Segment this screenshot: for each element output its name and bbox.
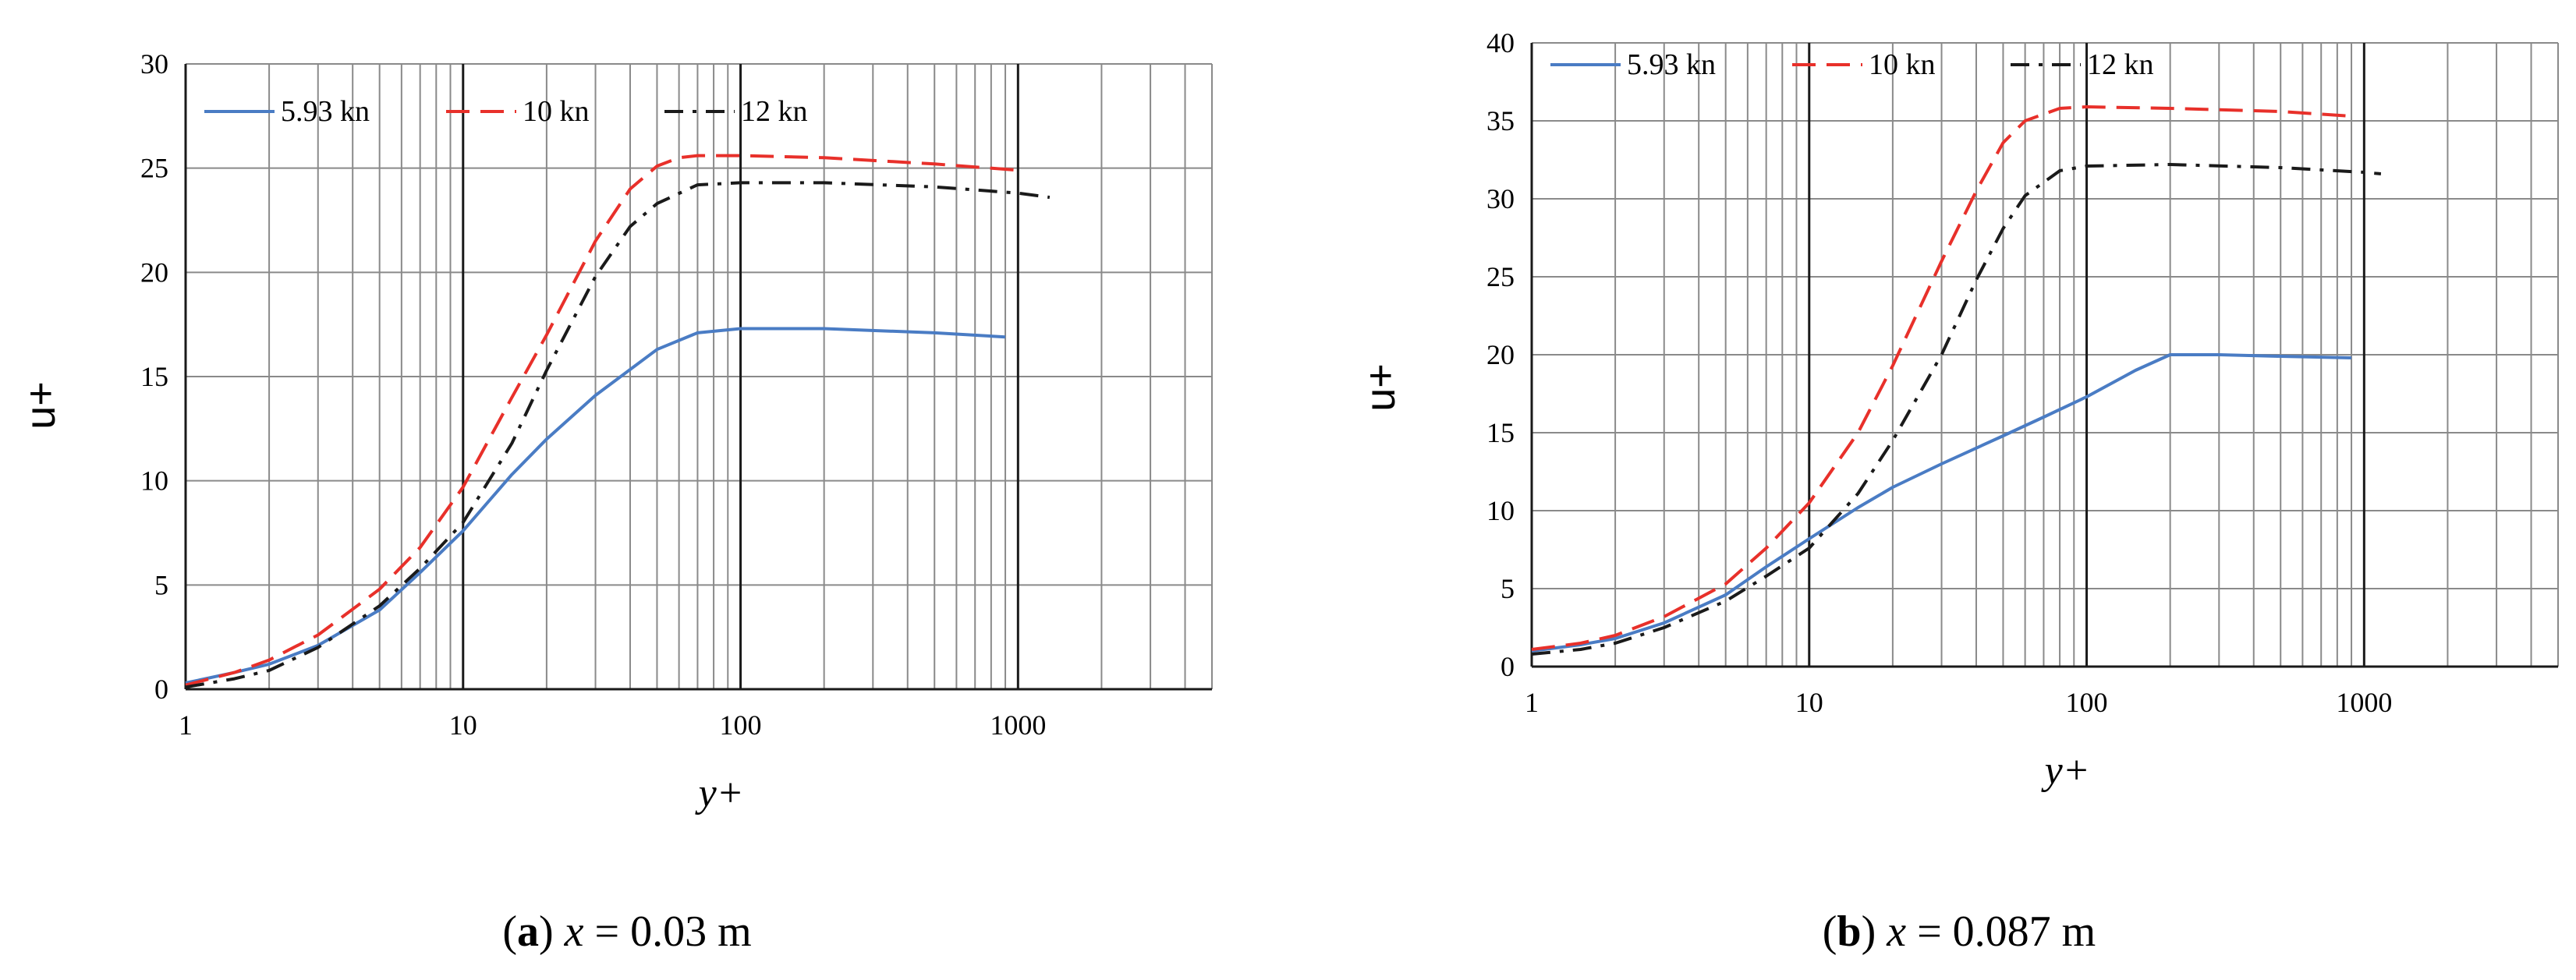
y-tick-label: 10 <box>140 465 168 497</box>
y-tick-label: 30 <box>140 48 168 80</box>
legend-label: 10 kn <box>1869 48 1936 81</box>
y-axis-label: u+ <box>1357 363 1404 412</box>
legend: 5.93 kn 10 kn 12 kn <box>1550 48 2154 81</box>
legend-label: 12 kn <box>2087 48 2154 81</box>
x-tick-label: 10 <box>1795 687 1823 718</box>
y-tick-label: 35 <box>1486 105 1515 136</box>
legend-label: 5.93 kn <box>1627 48 1716 81</box>
y-axis-label: u+ <box>17 381 64 430</box>
y-tick-label: 5 <box>154 569 168 600</box>
x-axis-label: y+ <box>2041 748 2090 793</box>
legend-label: 10 kn <box>523 95 590 128</box>
legend-label: 5.93 kn <box>281 95 370 128</box>
y-tick-label: 10 <box>1486 495 1515 526</box>
y-tick-label: 25 <box>1486 261 1515 292</box>
x-axis-label: y+ <box>695 771 744 815</box>
x-tick-label: 1000 <box>2336 687 2392 718</box>
y-tick-label: 40 <box>1486 27 1515 58</box>
x-tick-label: 100 <box>2066 687 2108 718</box>
y-tick-label: 5 <box>1501 573 1515 604</box>
legend-label: 12 kn <box>741 95 808 128</box>
y-tick-label: 15 <box>140 361 168 392</box>
y-tick-label: 0 <box>1501 651 1515 682</box>
y-tick-label: 20 <box>1486 339 1515 370</box>
series-line-10-kn <box>185 154 1019 687</box>
y-tick-label: 30 <box>1486 183 1515 214</box>
series-line-5-93-kn <box>185 327 1006 685</box>
y-tick-label: 15 <box>1486 417 1515 448</box>
series-line-12-kn <box>185 181 1051 689</box>
panel-b: 0 5 10 15 20 25 30 35 40 1 10 100 1000 u+ y+ 5.93 kn 10 … <box>1357 27 2559 956</box>
legend: 5.93 kn 10 kn 12 kn <box>204 95 808 128</box>
grid <box>1530 42 2559 667</box>
x-tick-label: 10 <box>449 709 477 741</box>
series-line-10-kn <box>1531 105 2352 651</box>
y-tick-label: 0 <box>154 674 168 705</box>
x-tick-label: 1 <box>179 709 193 741</box>
panel-caption: (a) x = 0.03 m <box>502 907 751 956</box>
series-line-12-kn <box>1531 163 2382 656</box>
series-line-5-93-kn <box>1531 353 2352 653</box>
panel-caption: (b) x = 0.087 m <box>1823 907 2096 956</box>
panel-a: 0 5 10 15 20 25 30 1 10 100 1000 u+ y+ 5.93 kn 10 kn 12… <box>17 48 1213 956</box>
x-tick-label: 100 <box>720 709 762 741</box>
y-tick-label: 25 <box>140 153 168 184</box>
x-tick-label: 1 <box>1525 687 1539 718</box>
y-tick-label: 20 <box>140 256 168 288</box>
x-tick-label: 1000 <box>990 709 1046 741</box>
